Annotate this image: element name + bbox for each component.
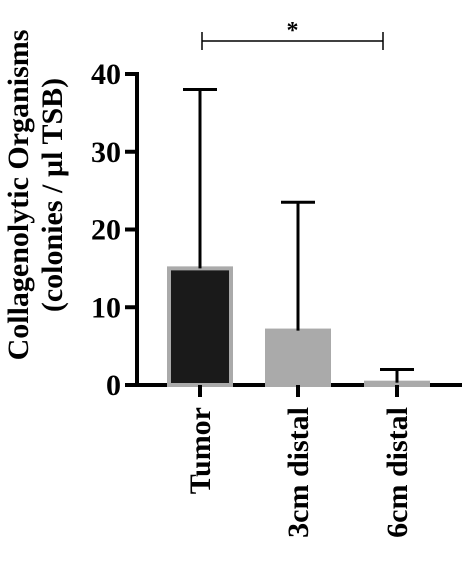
x-category-label: 6cm distal bbox=[381, 407, 414, 538]
y-tick-label: 30 bbox=[91, 136, 121, 169]
y-tick-label: 10 bbox=[91, 291, 121, 324]
y-axis-units: (colonies / µl TSB) bbox=[36, 78, 69, 312]
bar bbox=[267, 331, 329, 385]
significance-label: * bbox=[287, 18, 299, 44]
y-tick-label: 20 bbox=[91, 214, 121, 247]
y-axis-label: Collagenolytic Organisms bbox=[2, 30, 35, 361]
y-tick-label: 40 bbox=[91, 58, 121, 91]
x-category-label: 3cm distal bbox=[282, 407, 315, 538]
bar bbox=[169, 268, 231, 385]
x-category-label: Tumor bbox=[184, 407, 217, 494]
bar bbox=[366, 383, 428, 385]
y-tick-label: 0 bbox=[106, 369, 121, 402]
